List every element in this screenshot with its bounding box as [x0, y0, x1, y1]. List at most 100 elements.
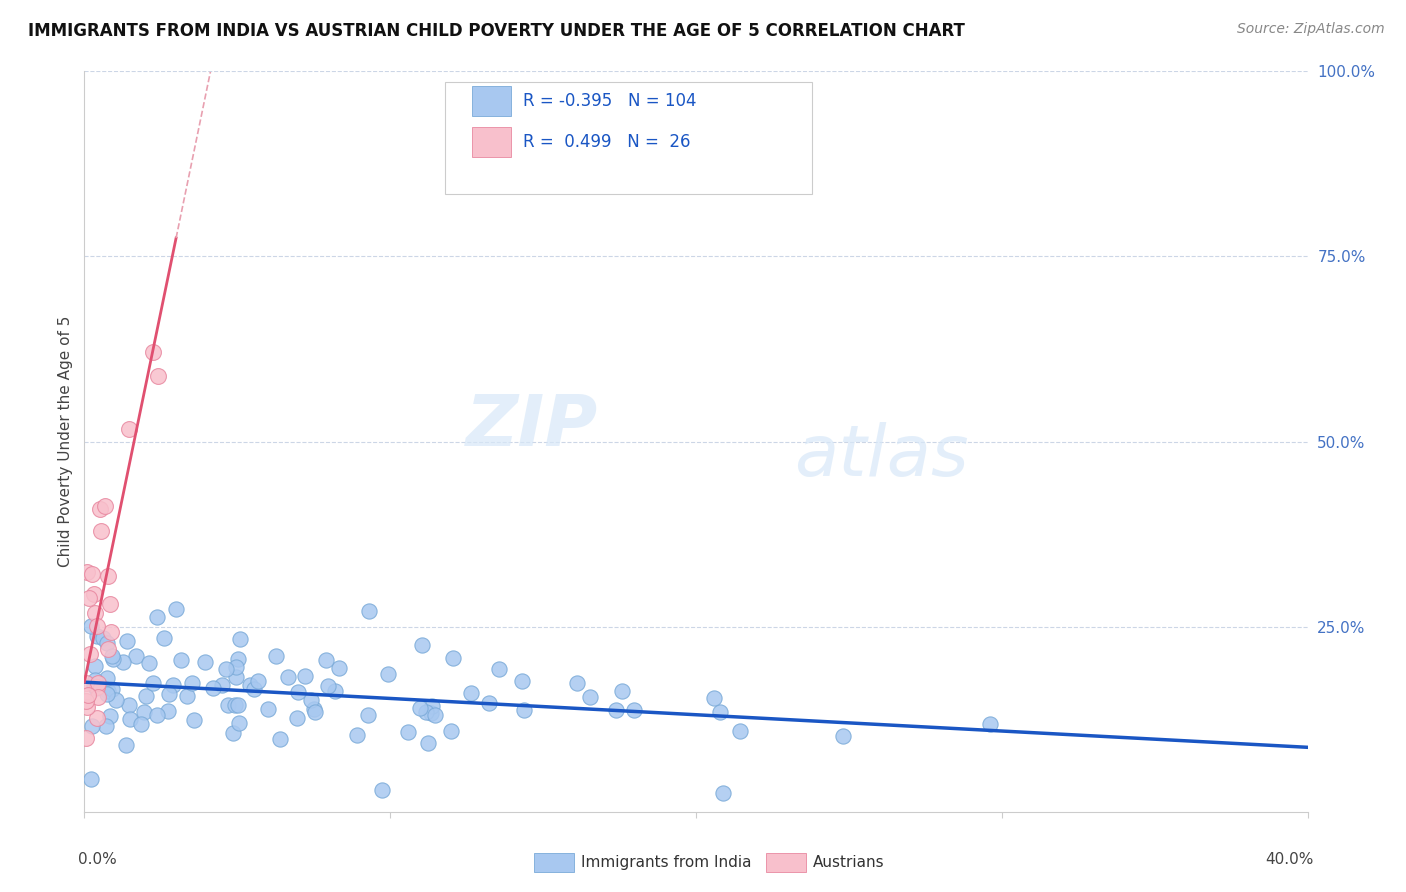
Point	[202, 681, 225, 695]
Text: Austrians: Austrians	[813, 855, 884, 870]
Point	[316, 679, 339, 693]
Point	[75, 676, 97, 690]
Point	[359, 604, 381, 618]
Point	[118, 712, 141, 726]
Point	[146, 368, 169, 383]
Point	[411, 638, 433, 652]
Point	[82, 719, 104, 733]
Point	[86, 629, 108, 643]
Point	[623, 703, 645, 717]
Point	[709, 705, 731, 719]
Point	[419, 706, 441, 720]
Text: atlas: atlas	[794, 422, 969, 491]
Point	[377, 666, 399, 681]
Point	[104, 692, 127, 706]
Point	[94, 499, 117, 513]
Point	[488, 662, 510, 676]
Point	[226, 698, 249, 712]
Point	[423, 708, 446, 723]
Point	[157, 687, 180, 701]
Point	[84, 607, 107, 621]
Point	[165, 601, 187, 615]
Point	[77, 591, 100, 605]
Point	[84, 681, 107, 695]
Point	[145, 708, 167, 723]
Point	[228, 715, 250, 730]
Point	[112, 655, 135, 669]
Point	[75, 731, 97, 745]
Point	[91, 631, 114, 645]
Point	[86, 711, 108, 725]
Point	[96, 719, 118, 733]
Point	[239, 678, 262, 692]
Text: IMMIGRANTS FROM INDIA VS AUSTRIAN CHILD POVERTY UNDER THE AGE OF 5 CORRELATION C: IMMIGRANTS FROM INDIA VS AUSTRIAN CHILD …	[28, 22, 965, 40]
Point	[211, 678, 233, 692]
Point	[610, 684, 633, 698]
Point	[86, 619, 108, 633]
Point	[323, 684, 346, 698]
FancyBboxPatch shape	[472, 87, 512, 116]
Point	[76, 566, 98, 580]
FancyBboxPatch shape	[472, 127, 512, 156]
Point	[302, 701, 325, 715]
Point	[420, 698, 443, 713]
Point	[215, 662, 238, 676]
Point	[87, 675, 110, 690]
Point	[225, 660, 247, 674]
Point	[134, 706, 156, 720]
Point	[100, 625, 122, 640]
Text: 40.0%: 40.0%	[1265, 853, 1313, 867]
Point	[478, 696, 501, 710]
Point	[80, 618, 103, 632]
Point	[371, 783, 394, 797]
Point	[409, 701, 432, 715]
Point	[579, 690, 602, 705]
Point	[77, 689, 100, 703]
Point	[142, 676, 165, 690]
Point	[415, 705, 437, 719]
Point	[146, 609, 169, 624]
Point	[217, 698, 239, 712]
Point	[247, 673, 270, 688]
Point	[83, 673, 105, 687]
Point	[229, 632, 252, 647]
Point	[83, 678, 105, 692]
Text: ZIP: ZIP	[465, 392, 598, 461]
Point	[142, 344, 165, 359]
Point	[269, 731, 291, 746]
Point	[83, 586, 105, 600]
Point	[510, 673, 533, 688]
Point	[101, 652, 124, 666]
Point	[96, 687, 118, 701]
Y-axis label: Child Poverty Under the Age of 5: Child Poverty Under the Age of 5	[58, 316, 73, 567]
Text: Source: ZipAtlas.com: Source: ZipAtlas.com	[1237, 22, 1385, 37]
Point	[176, 689, 198, 703]
Point	[117, 634, 139, 648]
Point	[114, 738, 136, 752]
Point	[728, 724, 751, 739]
FancyBboxPatch shape	[446, 82, 813, 194]
Point	[100, 681, 122, 696]
Point	[418, 736, 440, 750]
Point	[224, 698, 246, 712]
Point	[328, 661, 350, 675]
Point	[225, 670, 247, 684]
Point	[75, 694, 97, 708]
Point	[86, 681, 108, 695]
Point	[346, 728, 368, 742]
Point	[703, 691, 725, 706]
Point	[138, 656, 160, 670]
Text: 0.0%: 0.0%	[79, 853, 117, 867]
Point	[83, 659, 105, 673]
Point	[183, 714, 205, 728]
Point	[96, 636, 118, 650]
Point	[567, 675, 589, 690]
Point	[96, 671, 118, 685]
Point	[979, 716, 1001, 731]
Point	[118, 422, 141, 436]
Point	[157, 704, 180, 718]
Point	[304, 706, 326, 720]
Point	[222, 725, 245, 739]
Point	[315, 653, 337, 667]
Point	[713, 786, 735, 800]
